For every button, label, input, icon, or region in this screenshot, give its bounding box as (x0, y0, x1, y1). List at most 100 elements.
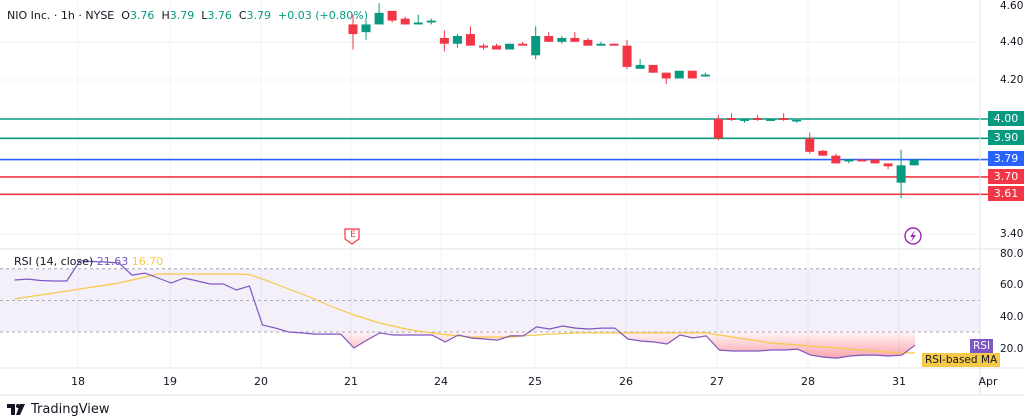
rsi-ma-value: 16.70 (131, 255, 164, 268)
open-value: 3.76 (129, 9, 155, 22)
candle (740, 119, 749, 123)
candle-body (452, 36, 462, 44)
candle (909, 159, 919, 166)
rsi-oversold-fill (14, 332, 915, 359)
candle-body (909, 159, 919, 166)
price-tick: 4.40 (1000, 36, 1024, 48)
candle-body (896, 165, 906, 183)
rsi-legend[interactable]: RSI (14, close) 21.63 16.70 (14, 255, 163, 268)
date-tick: 27 (710, 375, 724, 388)
candle (753, 115, 763, 121)
close-value: 3.79 (246, 9, 272, 22)
candle (661, 72, 671, 85)
candle-body (544, 36, 554, 42)
date-tick: Apr (978, 375, 998, 388)
brand-name: TradingView (31, 402, 110, 417)
candle (465, 26, 475, 46)
candle (492, 43, 502, 50)
date-tick: 31 (892, 375, 906, 388)
tradingview-logo-icon (7, 404, 25, 415)
date-tick: 20 (254, 375, 268, 388)
candle-body (700, 74, 710, 77)
date-tick: 25 (528, 375, 542, 388)
tradingview-logo[interactable]: TradingView (7, 402, 110, 417)
earnings-marker[interactable] (344, 228, 360, 245)
candle-body (805, 138, 815, 152)
level-label-4-00[interactable]: 4.00 (988, 111, 1024, 126)
price-tick: 4.60 (1000, 0, 1024, 12)
candle (348, 14, 358, 50)
candle-body (635, 64, 645, 69)
candle (544, 32, 554, 42)
candle (792, 119, 802, 123)
date-tick: 24 (434, 375, 448, 388)
candle-body (622, 45, 632, 67)
interval: 1h (60, 9, 75, 22)
date-tick: 21 (344, 375, 358, 388)
symbol-name: NIO Inc. (7, 9, 51, 22)
candle (687, 70, 697, 79)
candle (883, 163, 893, 170)
rsi-tick: 40.00 (1000, 311, 1024, 323)
level-label-3-70[interactable]: 3.70 (988, 169, 1024, 184)
candle-body (883, 163, 893, 167)
candle (557, 36, 567, 44)
rsi-ma-badge: RSI-based MA (922, 353, 1001, 367)
candle (361, 20, 371, 40)
candle-body (374, 12, 384, 25)
candle-body (505, 43, 515, 50)
rsi-badge: RSI (970, 339, 994, 353)
candle (518, 41, 528, 46)
level-label-3-61[interactable]: 3.61 (988, 186, 1024, 201)
candle (648, 64, 658, 73)
candle-body (387, 10, 397, 21)
candle-body (687, 70, 697, 79)
price-tick: 4.20 (1000, 74, 1024, 86)
exchange: NYSE (85, 9, 115, 22)
symbol-legend[interactable]: NIO Inc. · 1h · NYSE O3.76 H3.79 L3.76 C… (7, 9, 368, 22)
candle (596, 41, 606, 46)
candle-body (348, 24, 358, 35)
candle (439, 30, 449, 52)
candle-body (648, 64, 658, 73)
candle-body (400, 18, 410, 25)
rsi-title: RSI (14, close) (14, 255, 94, 268)
rsi-line (14, 260, 916, 359)
candle (583, 37, 593, 46)
candle (857, 159, 867, 162)
candle (766, 119, 776, 121)
candle (831, 153, 841, 164)
candle (805, 132, 815, 154)
candle (452, 34, 462, 48)
low-value: 3.76 (207, 9, 232, 22)
rsi-tick: 20.00 (1000, 343, 1024, 355)
candle (844, 159, 854, 164)
candle-body (766, 119, 776, 121)
candle-body (557, 37, 567, 42)
candle-body (583, 39, 593, 46)
candle-body (818, 150, 828, 156)
change-value: +0.03 (+0.80%) (278, 9, 368, 22)
candle-body (779, 118, 789, 120)
candle-body (740, 119, 749, 121)
date-tick: 19 (163, 375, 177, 388)
candle (374, 3, 384, 25)
candle (479, 43, 488, 50)
rsi-value: 21.63 (96, 255, 129, 268)
candle (426, 18, 436, 25)
date-tick: 28 (801, 375, 815, 388)
level-label-3-90[interactable]: 3.90 (988, 130, 1024, 145)
candle-body (661, 72, 671, 79)
close-label: C (238, 9, 247, 22)
candle-body (870, 159, 880, 164)
candle (609, 43, 619, 46)
lightning-icon[interactable] (904, 227, 922, 245)
candle (570, 32, 580, 42)
candle-body (844, 159, 854, 162)
high-value: 3.79 (169, 9, 195, 22)
candle-body (831, 155, 841, 164)
candle-body (439, 37, 449, 44)
candle (387, 10, 397, 23)
current-price-label[interactable]: 3.79 (988, 151, 1024, 166)
